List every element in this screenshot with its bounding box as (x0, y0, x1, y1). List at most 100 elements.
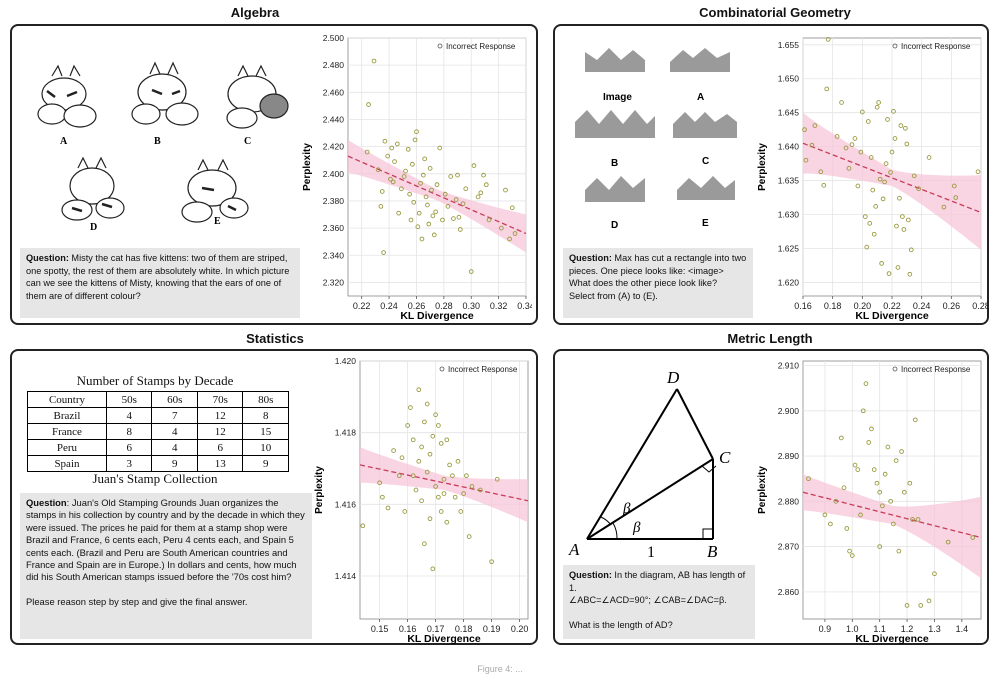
x-tick-label: 1.0 (846, 624, 859, 634)
data-point (894, 223, 899, 229)
data-point (463, 186, 469, 192)
data-point (825, 37, 831, 42)
data-point (915, 517, 921, 522)
table-cell: 4 (151, 439, 198, 456)
data-point (898, 123, 904, 128)
question-line-3: What is the length of AD? (569, 620, 673, 631)
y-tick-label: 2.340 (323, 250, 345, 260)
data-point (450, 473, 455, 479)
data-point (418, 180, 423, 186)
y-tick-label: 1.640 (778, 142, 800, 152)
data-point (391, 448, 396, 453)
data-point (411, 199, 417, 205)
table-cell: 9 (151, 455, 198, 472)
table-cell: 4 (105, 407, 153, 424)
data-point (908, 247, 914, 253)
triangle-diagram: D C A B β β 1 (568, 368, 731, 561)
data-point (926, 598, 932, 604)
x-tick-label: 0.28 (435, 301, 453, 311)
y-tick-label: 1.635 (778, 176, 800, 186)
data-point (905, 217, 911, 223)
data-point (375, 167, 381, 173)
data-point (403, 168, 408, 174)
data-point (907, 480, 913, 486)
data-point (897, 195, 902, 201)
x-tick-label: 0.26 (943, 301, 961, 311)
data-point (892, 136, 898, 141)
x-tick-label: 0.9 (819, 624, 832, 634)
data-point (499, 225, 504, 231)
kitten-label-c: C (244, 136, 251, 147)
data-point (843, 145, 849, 151)
x-axis-label: KL Divergence (407, 633, 480, 645)
data-point (874, 480, 880, 486)
data-point (841, 485, 847, 491)
data-point (871, 467, 877, 472)
kitten-group-d (61, 156, 125, 221)
shape-e (677, 176, 735, 200)
data-point (855, 183, 861, 189)
table-cell: 8 (105, 423, 153, 440)
x-tick-label: 0.24 (913, 301, 931, 311)
label-side-ab: 1 (647, 544, 655, 561)
data-point (466, 534, 472, 539)
data-point (885, 117, 890, 122)
table-cell: 7 (151, 407, 198, 424)
panel-title-geometry: Combinatorial Geometry (699, 5, 851, 20)
data-point (401, 174, 407, 179)
data-point (396, 210, 402, 216)
y-tick-label: 2.900 (778, 406, 800, 416)
question-text: : Juan's Old Stamping Grounds Juan organ… (26, 497, 305, 583)
data-point (475, 194, 481, 200)
data-point (430, 433, 436, 439)
table-cell: Spain (27, 455, 107, 472)
data-point (444, 437, 450, 443)
data-point (852, 462, 858, 468)
data-point (907, 271, 913, 277)
question-label: Question: (26, 253, 69, 263)
data-point (419, 444, 424, 450)
legend-label: Incorrect Response (448, 365, 518, 374)
panel-title-statistics: Statistics (246, 331, 304, 346)
data-point (874, 104, 880, 110)
panel-algebra: A B C D E Question: Misty the cat has fi… (10, 24, 538, 325)
x-tick-label: 0.16 (399, 624, 417, 634)
x-tick-label: 0.18 (455, 624, 473, 634)
question-label: Question: (569, 570, 612, 580)
data-point (883, 161, 889, 166)
data-point (893, 458, 899, 463)
y-tick-label: 2.500 (323, 33, 345, 43)
data-point (867, 221, 873, 226)
data-point (507, 236, 512, 242)
x-tick-label: 0.17 (427, 624, 445, 634)
data-point (849, 553, 855, 558)
data-point (916, 186, 922, 192)
data-point (896, 548, 902, 554)
question-tail: Select from (A) to (E). (569, 290, 658, 301)
legend-marker (892, 43, 898, 49)
y-axis-label: Perplexity (302, 143, 313, 191)
table-header: 70s (196, 391, 244, 408)
question-box-algebra: Question: Misty the cat has five kittens… (20, 248, 300, 318)
data-point (834, 134, 840, 139)
data-point (822, 512, 828, 518)
table-caption: Juan's Stamp Collection (92, 471, 218, 486)
data-point (360, 523, 366, 529)
y-axis-label: Perplexity (757, 466, 768, 514)
table-header: 80s (242, 391, 289, 408)
data-point (388, 176, 393, 182)
question-box-statistics: Question: Juan's Old Stamping Grounds Ju… (20, 493, 312, 639)
data-point (866, 440, 872, 445)
data-point (478, 487, 483, 493)
y-tick-label: 1.418 (335, 428, 357, 438)
data-point (380, 494, 385, 500)
data-point (849, 142, 855, 147)
question-text: Misty the cat has five kittens: two of t… (26, 253, 290, 301)
kitten-label-e: E (214, 216, 221, 227)
data-point (410, 473, 416, 479)
x-tick-label: 0.15 (371, 624, 389, 634)
y-axis-label: Perplexity (757, 143, 768, 191)
data-point (396, 473, 402, 479)
question-label: Question (26, 497, 67, 508)
x-tick-label: 0.22 (353, 301, 371, 311)
